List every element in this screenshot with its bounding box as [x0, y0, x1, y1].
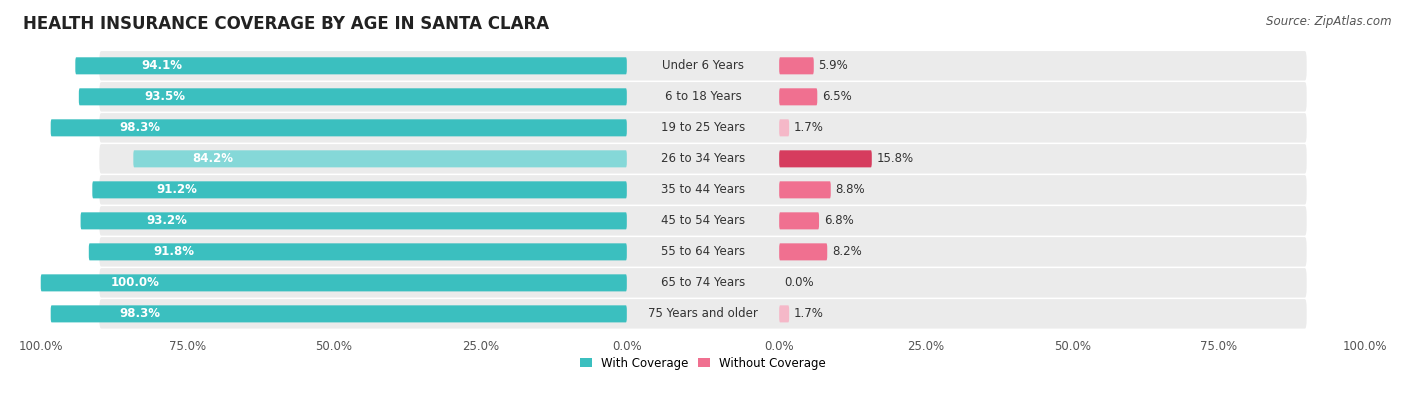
Text: 91.8%: 91.8% — [153, 245, 194, 259]
Text: 75 Years and older: 75 Years and older — [648, 308, 758, 320]
FancyBboxPatch shape — [779, 305, 789, 322]
Text: Source: ZipAtlas.com: Source: ZipAtlas.com — [1267, 15, 1392, 27]
FancyBboxPatch shape — [779, 88, 817, 105]
Text: 91.2%: 91.2% — [156, 183, 197, 196]
Text: 94.1%: 94.1% — [142, 59, 183, 72]
FancyBboxPatch shape — [100, 175, 1306, 205]
Text: 15.8%: 15.8% — [876, 152, 914, 165]
Text: 35 to 44 Years: 35 to 44 Years — [661, 183, 745, 196]
Text: 5.9%: 5.9% — [818, 59, 848, 72]
FancyBboxPatch shape — [100, 206, 1306, 236]
FancyBboxPatch shape — [779, 212, 820, 229]
FancyBboxPatch shape — [779, 243, 827, 260]
Text: 19 to 25 Years: 19 to 25 Years — [661, 121, 745, 134]
Text: 100.0%: 100.0% — [111, 276, 160, 289]
FancyBboxPatch shape — [51, 119, 627, 137]
Text: 6.8%: 6.8% — [824, 215, 853, 227]
Text: 65 to 74 Years: 65 to 74 Years — [661, 276, 745, 289]
FancyBboxPatch shape — [100, 82, 1306, 112]
Text: 45 to 54 Years: 45 to 54 Years — [661, 215, 745, 227]
FancyBboxPatch shape — [779, 150, 872, 167]
FancyBboxPatch shape — [779, 181, 831, 198]
Text: 26 to 34 Years: 26 to 34 Years — [661, 152, 745, 165]
Text: Under 6 Years: Under 6 Years — [662, 59, 744, 72]
FancyBboxPatch shape — [79, 88, 627, 105]
FancyBboxPatch shape — [41, 274, 627, 291]
Text: 6.5%: 6.5% — [823, 90, 852, 103]
FancyBboxPatch shape — [76, 57, 627, 74]
FancyBboxPatch shape — [100, 51, 1306, 81]
FancyBboxPatch shape — [100, 113, 1306, 143]
FancyBboxPatch shape — [51, 305, 627, 322]
Text: 98.3%: 98.3% — [120, 121, 160, 134]
FancyBboxPatch shape — [89, 243, 627, 260]
FancyBboxPatch shape — [100, 144, 1306, 173]
Text: 0.0%: 0.0% — [785, 276, 814, 289]
FancyBboxPatch shape — [100, 237, 1306, 266]
Text: 6 to 18 Years: 6 to 18 Years — [665, 90, 741, 103]
Text: 1.7%: 1.7% — [794, 308, 824, 320]
FancyBboxPatch shape — [80, 212, 627, 229]
FancyBboxPatch shape — [134, 150, 627, 167]
Text: 93.2%: 93.2% — [146, 215, 187, 227]
FancyBboxPatch shape — [779, 119, 789, 137]
Text: 8.2%: 8.2% — [832, 245, 862, 259]
FancyBboxPatch shape — [779, 57, 814, 74]
FancyBboxPatch shape — [93, 181, 627, 198]
Text: 93.5%: 93.5% — [145, 90, 186, 103]
Text: 98.3%: 98.3% — [120, 308, 160, 320]
Text: 1.7%: 1.7% — [794, 121, 824, 134]
Text: 84.2%: 84.2% — [193, 152, 233, 165]
Text: 8.8%: 8.8% — [835, 183, 865, 196]
FancyBboxPatch shape — [100, 268, 1306, 298]
Text: 55 to 64 Years: 55 to 64 Years — [661, 245, 745, 259]
FancyBboxPatch shape — [100, 299, 1306, 329]
Legend: With Coverage, Without Coverage: With Coverage, Without Coverage — [575, 352, 831, 374]
Text: HEALTH INSURANCE COVERAGE BY AGE IN SANTA CLARA: HEALTH INSURANCE COVERAGE BY AGE IN SANT… — [22, 15, 550, 33]
